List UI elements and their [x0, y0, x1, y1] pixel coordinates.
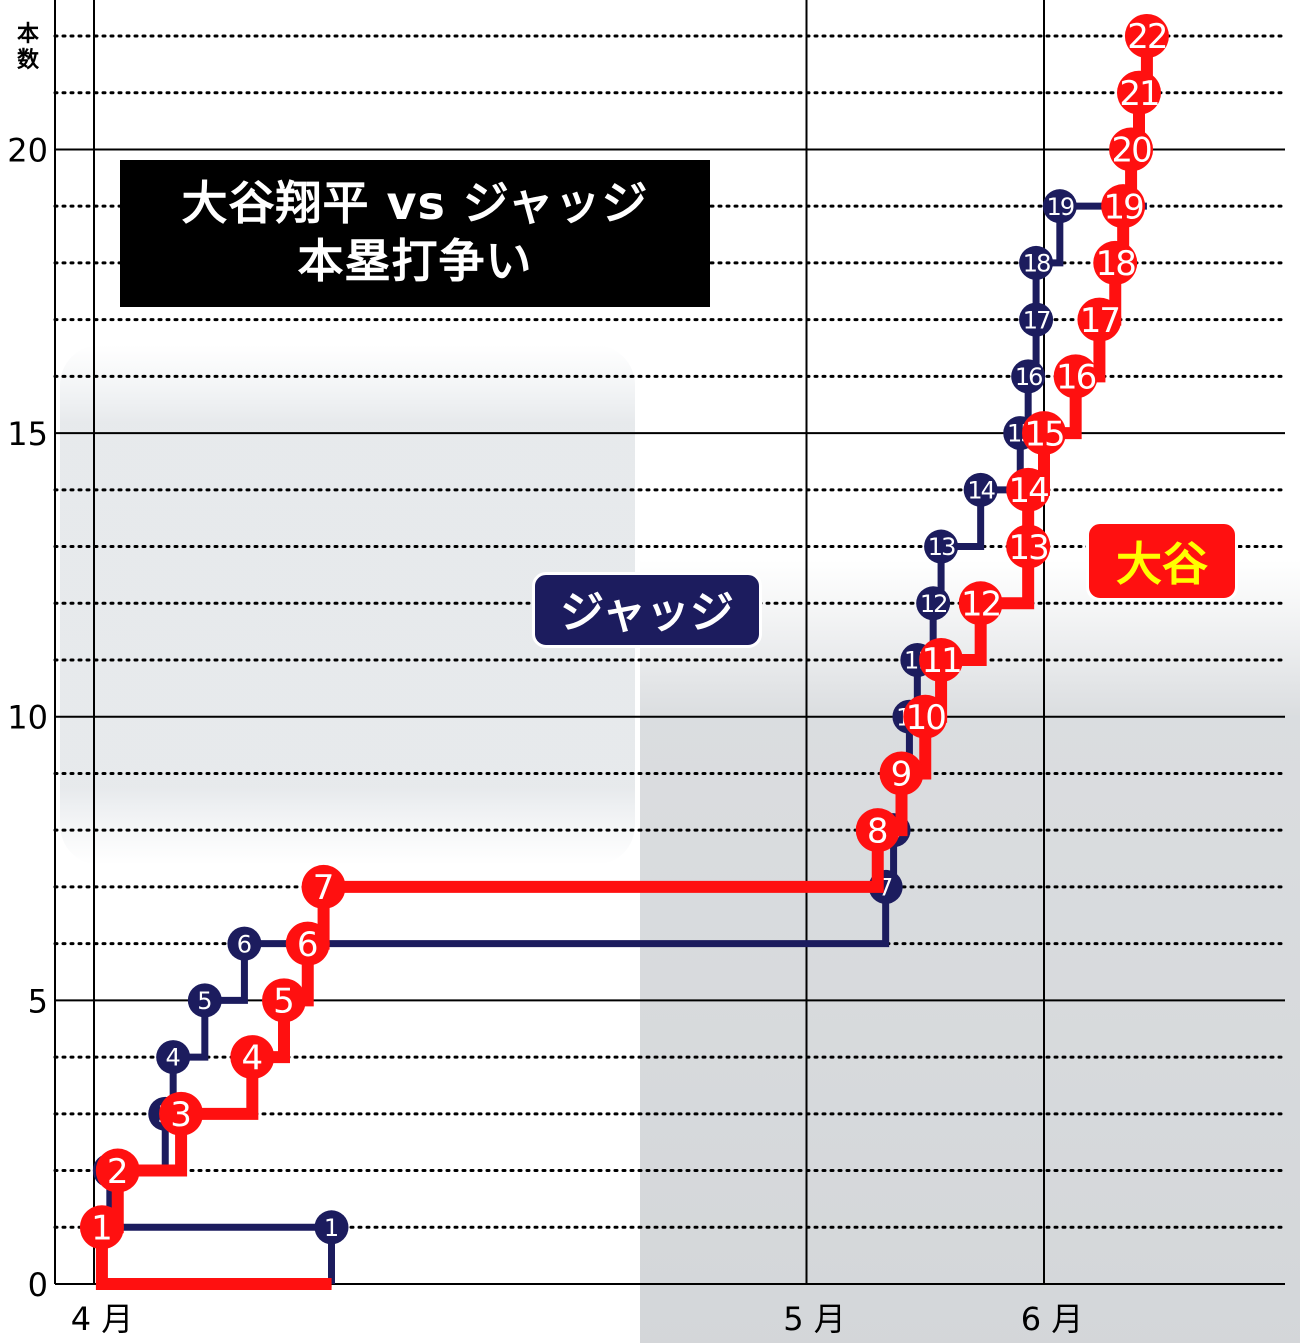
data-label: 16	[1056, 358, 1096, 398]
data-point	[855, 808, 900, 853]
data-label: 17	[1080, 301, 1119, 341]
data-point	[230, 1035, 275, 1080]
data-point	[903, 694, 948, 739]
data-label: 9	[891, 755, 913, 795]
data-label: 12	[920, 590, 947, 618]
ohtani-callout: 大谷	[1086, 521, 1238, 601]
data-label: 3	[170, 1095, 192, 1135]
data-label: 4	[166, 1044, 181, 1072]
data-point	[301, 864, 346, 909]
data-label: 12	[961, 585, 1000, 625]
data-label: 5	[197, 987, 212, 1015]
x-tick-labels: 4 月 5 月 6 月	[71, 1300, 1084, 1338]
data-point	[159, 1091, 204, 1136]
data-point	[963, 472, 998, 507]
data-label: 15	[1024, 414, 1063, 454]
data-point	[1019, 302, 1054, 337]
y-tick-label: 10	[7, 699, 48, 737]
data-label: 13	[1009, 528, 1048, 568]
data-point	[187, 983, 222, 1018]
data-point	[924, 529, 959, 564]
data-point	[1101, 184, 1146, 229]
judge-callout: ジャッジ	[532, 572, 762, 648]
y-tick-label: 15	[7, 415, 48, 453]
data-point	[919, 638, 964, 682]
y-tick-label: 0	[28, 1266, 48, 1304]
data-point	[916, 586, 951, 621]
data-label: 11	[921, 641, 960, 681]
title-line-2: 本塁打争い	[297, 234, 533, 288]
data-label: 14	[1009, 471, 1049, 511]
data-label: 1	[91, 1209, 113, 1249]
data-point	[1093, 240, 1138, 285]
data-label: 4	[242, 1038, 264, 1078]
data-point	[1006, 467, 1051, 512]
data-label: 17	[1023, 306, 1050, 334]
data-point	[1019, 245, 1054, 280]
data-label: 19	[1047, 193, 1074, 221]
data-label: 5	[273, 982, 295, 1022]
data-label: 19	[1104, 187, 1144, 227]
data-label: 6	[297, 925, 319, 965]
y-tick-label: 20	[7, 131, 48, 169]
data-label: 16	[1015, 363, 1042, 391]
data-point	[1006, 524, 1051, 569]
x-tick-label: 5 月	[783, 1300, 846, 1338]
x-tick-label: 4 月	[71, 1300, 134, 1338]
data-label: 20	[1111, 131, 1151, 171]
data-point	[95, 1148, 140, 1193]
x-tick-label: 6 月	[1021, 1300, 1084, 1338]
y-tick-label: 5	[28, 982, 48, 1020]
data-point	[227, 926, 262, 961]
data-point	[958, 581, 1003, 626]
data-label: 6	[237, 930, 252, 958]
data-label: 8	[867, 811, 889, 851]
data-label: 10	[906, 698, 946, 738]
y-axis-label: 本数	[16, 22, 39, 73]
data-point	[879, 751, 924, 796]
data-point	[1124, 14, 1169, 58]
data-label: 22	[1127, 17, 1166, 57]
data-point	[1117, 70, 1161, 115]
data-point	[262, 978, 306, 1023]
background-photo-ohtani	[640, 560, 1300, 1343]
data-point	[1109, 127, 1154, 172]
data-label: 18	[1096, 244, 1136, 284]
data-point	[1042, 189, 1077, 224]
title-line-1: 大谷翔平 vs ジャッジ	[181, 176, 649, 230]
data-label: 7	[313, 868, 335, 908]
data-point	[79, 1205, 124, 1250]
data-label: 21	[1119, 74, 1158, 114]
data-label: 2	[107, 1152, 129, 1192]
data-point	[314, 1210, 349, 1245]
data-point	[1011, 359, 1046, 394]
data-point	[1077, 297, 1122, 342]
data-point	[285, 921, 330, 966]
data-point	[1053, 354, 1098, 399]
grid	[53, 0, 1287, 1285]
data-label: 18	[1023, 250, 1050, 278]
y-tick-labels: 0 5 10 15 20	[7, 131, 48, 1304]
data-point	[156, 1040, 191, 1075]
data-label: 1	[324, 1214, 339, 1242]
data-label: 13	[928, 533, 955, 561]
data-label: 14	[967, 476, 994, 504]
background-photo-judge	[60, 345, 635, 865]
chart-title: 大谷翔平 vs ジャッジ 本塁打争い	[120, 160, 710, 307]
data-point	[1022, 411, 1066, 456]
